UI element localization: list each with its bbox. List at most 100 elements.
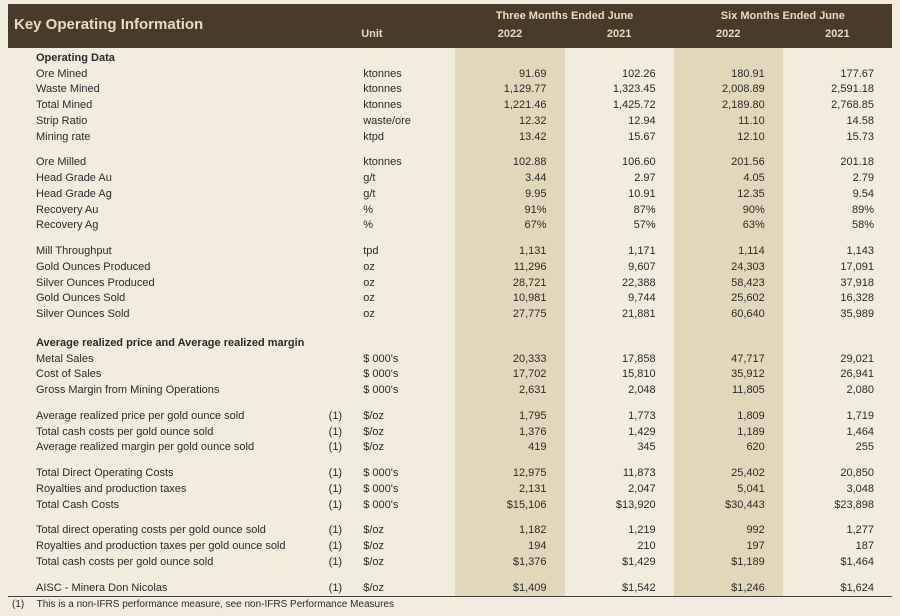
header-row-top: Key Operating Information Unit Three Mon…: [8, 4, 892, 26]
v3-gold_oz_sold: 25,602: [674, 291, 783, 307]
row-waste_mined: Waste Minedktonnes1,129.771,323.452,008.…: [8, 82, 892, 98]
sp1: [455, 571, 564, 581]
unit-ore_mined: ktonnes: [357, 67, 455, 83]
sp2: [565, 323, 674, 333]
sp3: [674, 513, 783, 523]
section-avg-realized: Average realized price and Average reali…: [8, 333, 892, 352]
v4-silver_oz_sold: 35,989: [783, 307, 892, 323]
label-royalties_gold: Royalties and production taxes per gold …: [8, 539, 314, 555]
row-royalties_gold: Royalties and production taxes per gold …: [8, 539, 892, 555]
v2-tdoc_per_gold: 1,219: [565, 523, 674, 539]
row-aisc: AISC - Minera Don Nicolas(1)$/oz$1,409$1…: [8, 581, 892, 597]
unit-royalties: $ 000's: [357, 482, 455, 498]
unit-recovery_ag: %: [357, 218, 455, 234]
v4-total_cash_costs: $23,898: [783, 498, 892, 514]
header-year-3m-2021: 2021: [565, 26, 674, 48]
note-mining_rate: [314, 130, 358, 146]
row-recovery_au: Recovery Au%91%87%90%89%: [8, 203, 892, 219]
note-recovery_au: [314, 203, 358, 219]
v1-head_grade_au: 3.44: [455, 171, 564, 187]
row-avg_margin_gold: Average realized margin per gold ounce s…: [8, 440, 892, 456]
v3-tdoc: 25,402: [674, 466, 783, 482]
note-gold_oz_prod: [314, 260, 358, 276]
label-cost_of_sales: Cost of Sales: [8, 367, 314, 383]
section-blank4: [783, 333, 892, 352]
v2-recovery_au: 87%: [565, 203, 674, 219]
unit-gold_oz_prod: oz: [357, 260, 455, 276]
v2-metal_sales: 17,858: [565, 352, 674, 368]
sp4: [783, 323, 892, 333]
header-year-3m-2022: 2022: [455, 26, 564, 48]
v4-ore_mined: 177.67: [783, 67, 892, 83]
note-avg_price_gold: (1): [314, 409, 358, 425]
sp1: [455, 234, 564, 244]
unit-total_cash_costs: $ 000's: [357, 498, 455, 514]
note-tdoc: (1): [314, 466, 358, 482]
v1-gold_oz_prod: 11,296: [455, 260, 564, 276]
v3-royalties_gold: 197: [674, 539, 783, 555]
label-ore_milled: Ore Milled: [8, 155, 314, 171]
header-group-3m: Three Months Ended June: [455, 4, 673, 26]
unit-strip_ratio: waste/ore: [357, 114, 455, 130]
v3-total_cash_costs: $30,443: [674, 498, 783, 514]
label-tdoc: Total Direct Operating Costs: [8, 466, 314, 482]
v2-recovery_ag: 57%: [565, 218, 674, 234]
sp3: [674, 571, 783, 581]
v1-waste_mined: 1,129.77: [455, 82, 564, 98]
header-year-6m-2021: 2021: [783, 26, 892, 48]
unit-cost_of_sales: $ 000's: [357, 367, 455, 383]
row-tdoc: Total Direct Operating Costs(1)$ 000's12…: [8, 466, 892, 482]
v3-cost_of_sales: 35,912: [674, 367, 783, 383]
v3-royalties: 5,041: [674, 482, 783, 498]
row-ore_mined: Ore Minedktonnes91.69102.26180.91177.67: [8, 67, 892, 83]
v3-metal_sales: 47,717: [674, 352, 783, 368]
v4-head_grade_ag: 9.54: [783, 187, 892, 203]
v1-aisc: $1,409: [455, 581, 564, 597]
label-aisc: AISC - Minera Don Nicolas: [8, 581, 314, 597]
v4-head_grade_au: 2.79: [783, 171, 892, 187]
sp1: [455, 513, 564, 523]
section-label-avg-realized: Average realized price and Average reali…: [8, 333, 455, 352]
v4-recovery_au: 89%: [783, 203, 892, 219]
v3-tcc_gold2: $1,189: [674, 555, 783, 571]
v3-tcc_per_gold: 1,189: [674, 425, 783, 441]
v1-metal_sales: 20,333: [455, 352, 564, 368]
v3-recovery_au: 90%: [674, 203, 783, 219]
v1-tcc_per_gold: 1,376: [455, 425, 564, 441]
row-gold_oz_prod: Gold Ounces Producedoz11,2969,60724,3031…: [8, 260, 892, 276]
v4-tdoc: 20,850: [783, 466, 892, 482]
v1-tdoc: 12,975: [455, 466, 564, 482]
v2-gold_oz_prod: 9,607: [565, 260, 674, 276]
sp1: [455, 145, 564, 155]
v4-gross_margin: 2,080: [783, 383, 892, 399]
row-silver_oz_sold: Silver Ounces Soldoz27,77521,88160,64035…: [8, 307, 892, 323]
row-tdoc_per_gold: Total direct operating costs per gold ou…: [8, 523, 892, 539]
note-metal_sales: [314, 352, 358, 368]
v2-mining_rate: 15.67: [565, 130, 674, 146]
unit-silver_oz_sold: oz: [357, 307, 455, 323]
header-unit: Unit: [357, 4, 455, 48]
v4-metal_sales: 29,021: [783, 352, 892, 368]
footnote: (1) This is a non-IFRS performance measu…: [8, 596, 892, 614]
sp1: [455, 399, 564, 409]
note-tcc_per_gold: (1): [314, 425, 358, 441]
v3-ore_mined: 180.91: [674, 67, 783, 83]
sp3: [674, 456, 783, 466]
sp4: [783, 571, 892, 581]
v1-silver_oz_sold: 27,775: [455, 307, 564, 323]
label-ore_mined: Ore Mined: [8, 67, 314, 83]
unit-gold_oz_sold: oz: [357, 291, 455, 307]
note-aisc: (1): [314, 581, 358, 597]
header-group-6m: Six Months Ended June: [674, 4, 892, 26]
v2-head_grade_au: 2.97: [565, 171, 674, 187]
unit-tdoc: $ 000's: [357, 466, 455, 482]
note-waste_mined: [314, 82, 358, 98]
row-tcc_gold2: Total cash costs per gold ounce sold(1)$…: [8, 555, 892, 571]
v4-ore_milled: 201.18: [783, 155, 892, 171]
v1-mining_rate: 13.42: [455, 130, 564, 146]
note-head_grade_ag: [314, 187, 358, 203]
row-royalties: Royalties and production taxes(1)$ 000's…: [8, 482, 892, 498]
v3-gross_margin: 11,805: [674, 383, 783, 399]
v3-head_grade_au: 4.05: [674, 171, 783, 187]
v1-gross_margin: 2,631: [455, 383, 564, 399]
